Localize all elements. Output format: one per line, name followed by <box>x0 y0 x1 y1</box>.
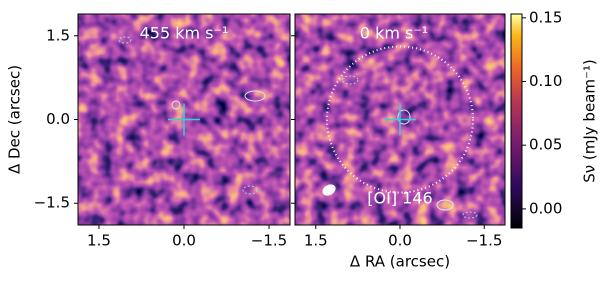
y-tick-label: 0.0 <box>46 110 70 128</box>
x-tick-label: 0.0 <box>388 232 412 250</box>
colorbar-tick-label: 0.10 <box>529 72 562 90</box>
x-tick-label: −1.5 <box>251 232 287 250</box>
colorbar-tick-label: 0.15 <box>529 8 562 26</box>
colorbar-tick-label: 0.05 <box>529 136 562 154</box>
colorbar <box>510 13 523 229</box>
x-tick-label: 1.5 <box>87 232 111 250</box>
aperture <box>326 45 474 194</box>
x-tick-label: 0.0 <box>172 232 196 250</box>
colorbar-tick-label: 0.00 <box>529 199 562 217</box>
x-axis-label: Δ RA (arcsec) <box>350 253 450 271</box>
y-axis-label: Δ Dec (arcsec) <box>6 65 24 174</box>
annotation: 455 km s⁻¹ <box>140 24 229 43</box>
colorbar-label: Sν (mJy beam⁻¹) <box>581 59 599 183</box>
x-tick-label: 1.5 <box>304 232 328 250</box>
x-tick-label: −1.5 <box>466 232 502 250</box>
annotation: [OI] 146 <box>367 189 432 208</box>
y-tick-label: 1.5 <box>46 26 70 44</box>
annotation: 0 km s⁻¹ <box>360 24 428 43</box>
contours <box>171 90 454 211</box>
contours <box>118 36 478 219</box>
y-tick-label: −1.5 <box>34 194 70 212</box>
beam <box>322 184 336 196</box>
